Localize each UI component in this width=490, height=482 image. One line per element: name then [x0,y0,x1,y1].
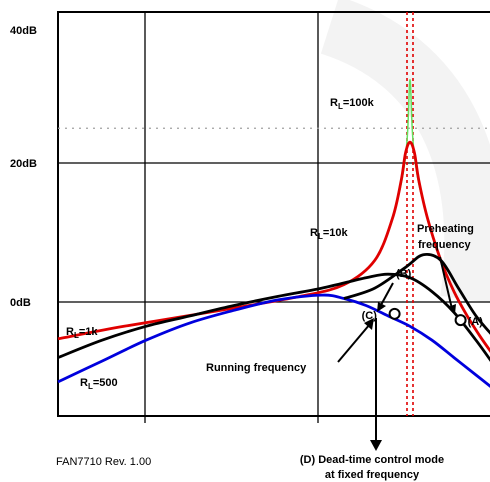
footer-revision: FAN7710 Rev. 1.00 [56,456,151,468]
label-rl-100k: RL=100k [330,97,375,111]
point-b-arrow [380,282,394,306]
series-line-3 [57,293,490,388]
series-line-4 [343,252,490,335]
reference-lines [58,12,490,416]
marker-label-c: (C) [362,310,378,322]
y-tick-label-0: 0dB [10,297,31,309]
grid-lines [58,12,490,423]
y-tick-label-1: 20dB [10,158,37,170]
annotation-running-frequency: Running frequency [206,362,307,374]
deadtime-arrowhead [370,440,382,451]
preheating-arrow [439,256,453,310]
annotation-preheating-2: frequency [418,239,471,251]
marker-label-a: (A) [468,316,484,328]
deadtime-label-1: (D) Dead-time control mode [300,454,444,466]
running-arrow [337,323,371,363]
label-rl-1k: RL=1k [66,326,98,340]
point-b-arrowhead [377,302,386,312]
deadtime-label-2: at fixed frequency [325,469,420,481]
marker-a [454,314,467,327]
annotation-point-b: (B) [396,268,412,280]
annotation-preheating-1: Preheating [417,223,474,235]
label-rl-500: RL=500 [80,377,118,391]
marker-c [388,307,401,320]
markers: (A) (C) [362,307,484,328]
running-arrowhead [364,318,374,330]
preheating-arrowhead [448,304,456,314]
y-tick-label-2: 40dB [10,25,37,37]
y-tick-labels: 0dB 20dB 40dB [10,25,37,309]
plot-frame [57,11,490,417]
label-rl-10k: RL=10k [310,227,349,241]
watermark-arc [320,0,490,303]
